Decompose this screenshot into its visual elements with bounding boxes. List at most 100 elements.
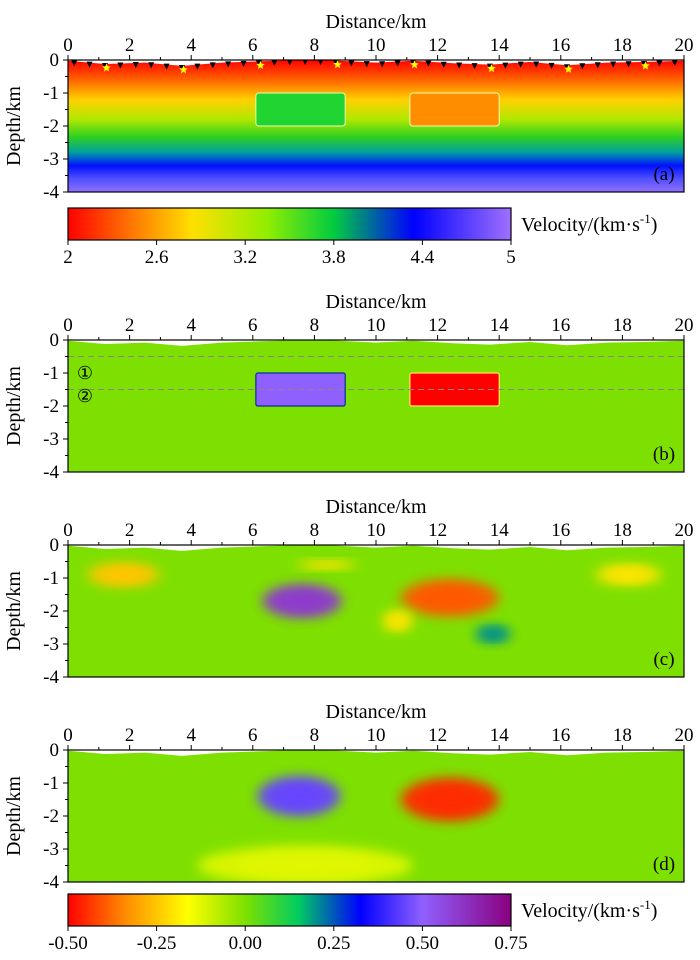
topography-mask — [68, 60, 684, 66]
x-axis-label: Distance/km — [325, 701, 427, 723]
x-tick-label: 0 — [63, 520, 73, 541]
receiver-marker — [318, 60, 324, 65]
y-tick-label: 0 — [50, 50, 60, 71]
x-tick-label: 2 — [125, 725, 135, 746]
receiver-marker — [194, 63, 201, 70]
x-tick-label: 6 — [248, 725, 258, 746]
receiver-marker — [579, 63, 586, 70]
receiver-marker — [471, 63, 478, 70]
x-tick-label: 14 — [490, 725, 510, 746]
receiver-marker — [379, 61, 386, 68]
receiver-marker — [610, 61, 617, 68]
y-tick-label: -1 — [43, 773, 59, 794]
x-tick-label: 16 — [551, 725, 570, 746]
velocity-anomaly-core — [388, 614, 407, 627]
receiver-marker — [348, 60, 355, 67]
x-tick-label: 20 — [675, 725, 694, 746]
x-tick-label: 10 — [367, 520, 386, 541]
y-tick-label: -3 — [43, 429, 59, 450]
y-tick-label: -2 — [43, 806, 59, 827]
receiver-marker — [394, 60, 401, 67]
y-tick-label: -3 — [43, 839, 59, 860]
y-tick-label: -1 — [43, 83, 59, 104]
colorbar-tick-label: 3.2 — [233, 247, 257, 268]
receiver-marker — [132, 61, 139, 68]
x-tick-label: 10 — [367, 725, 386, 746]
x-tick-label: 14 — [490, 35, 510, 56]
y-tick-label: -2 — [43, 601, 59, 622]
x-tick-label: 20 — [675, 315, 694, 336]
colorbar-label: Velocity/(km·s-1) — [521, 897, 657, 922]
y-tick-label: -4 — [43, 182, 59, 203]
colorbar-tick-label: 2 — [63, 247, 73, 268]
x-axis-label: Distance/km — [325, 291, 427, 313]
x-tick-label: 18 — [613, 725, 632, 746]
x-tick-label: 10 — [367, 315, 386, 336]
y-tick-label: -3 — [43, 634, 59, 655]
colorbar-tick-label: 4.4 — [411, 247, 435, 268]
receiver-marker — [363, 61, 370, 68]
source-marker — [641, 61, 650, 70]
velocity-anomaly-core — [420, 786, 480, 813]
x-tick-label: 18 — [613, 35, 632, 56]
colorbar-tick-label: 0.00 — [229, 933, 262, 954]
x-tick-label: 12 — [428, 315, 447, 336]
receiver-marker — [671, 60, 678, 66]
receiver-marker — [502, 62, 509, 69]
receiver-marker — [225, 61, 232, 68]
x-tick-label: 12 — [428, 725, 447, 746]
colorbar: -0.50 -0.25 0.00 0.25 0.50 0.75 Velocity/(km·s… — [48, 893, 657, 954]
colorbar-label: Velocity/(km·s-1) — [521, 211, 657, 236]
source-marker — [487, 64, 496, 73]
colorbar-tick-label: 0.50 — [406, 933, 439, 954]
receiver-marker — [656, 60, 663, 67]
x-tick-label: 0 — [63, 35, 73, 56]
receiver-marker — [425, 60, 432, 67]
velocity-anomaly-core — [608, 568, 649, 581]
x-tick-label: 8 — [310, 315, 320, 336]
x-tick-label: 6 — [248, 520, 258, 541]
source-marker — [102, 63, 111, 72]
plot-area — [68, 545, 684, 677]
receiver-marker — [517, 61, 524, 68]
plot-area: ①② — [68, 340, 684, 472]
x-axis-label: Distance/km — [325, 496, 427, 518]
receiver-marker — [117, 62, 124, 69]
colorbar-tick-label: 3.8 — [322, 247, 346, 268]
y-axis-label: Depth/km — [3, 571, 25, 651]
panel-d: 0 2 4 6 8 10 12 14 16 18 20 Distance/km 0 -1 -2 -3 -4 Dep… — [3, 701, 694, 893]
velocity-anomaly-core — [101, 567, 146, 582]
receiver-marker — [533, 61, 540, 68]
y-tick-label: -1 — [43, 568, 59, 589]
topography-mask — [68, 545, 684, 551]
receiver-marker — [456, 62, 463, 69]
colorbar-gradient — [67, 893, 512, 927]
velocity-anomaly-core — [274, 784, 324, 809]
colorbar-tick-label: 0.25 — [317, 933, 350, 954]
x-tick-label: 0 — [63, 315, 73, 336]
x-tick-label: 14 — [490, 520, 510, 541]
plot-area — [68, 60, 684, 192]
x-tick-label: 6 — [248, 315, 258, 336]
velocity-anomaly-core — [308, 562, 346, 568]
layer-marker: ② — [77, 386, 93, 406]
x-tick-label: 20 — [675, 520, 694, 541]
x-tick-label: 4 — [186, 520, 196, 541]
receiver-marker — [209, 62, 216, 69]
panel-c: 0 2 4 6 8 10 12 14 16 18 20 Distance/km 0 -1 -2 -3 -4 Dep… — [3, 496, 694, 688]
velocity-anomaly-core — [240, 853, 370, 878]
panel-label: (a) — [653, 164, 674, 185]
layer-marker: ① — [77, 363, 93, 383]
source-marker — [564, 64, 573, 73]
y-tick-label: -4 — [43, 462, 59, 483]
x-tick-label: 16 — [551, 315, 570, 336]
y-axis-label: Depth/km — [3, 776, 25, 856]
receiver-marker — [163, 63, 170, 70]
colorbar-tick-label: 0.75 — [494, 933, 527, 954]
background-field — [68, 545, 684, 677]
panel-label: (d) — [653, 854, 675, 875]
source-marker — [256, 60, 265, 69]
receiver-marker — [287, 60, 293, 66]
